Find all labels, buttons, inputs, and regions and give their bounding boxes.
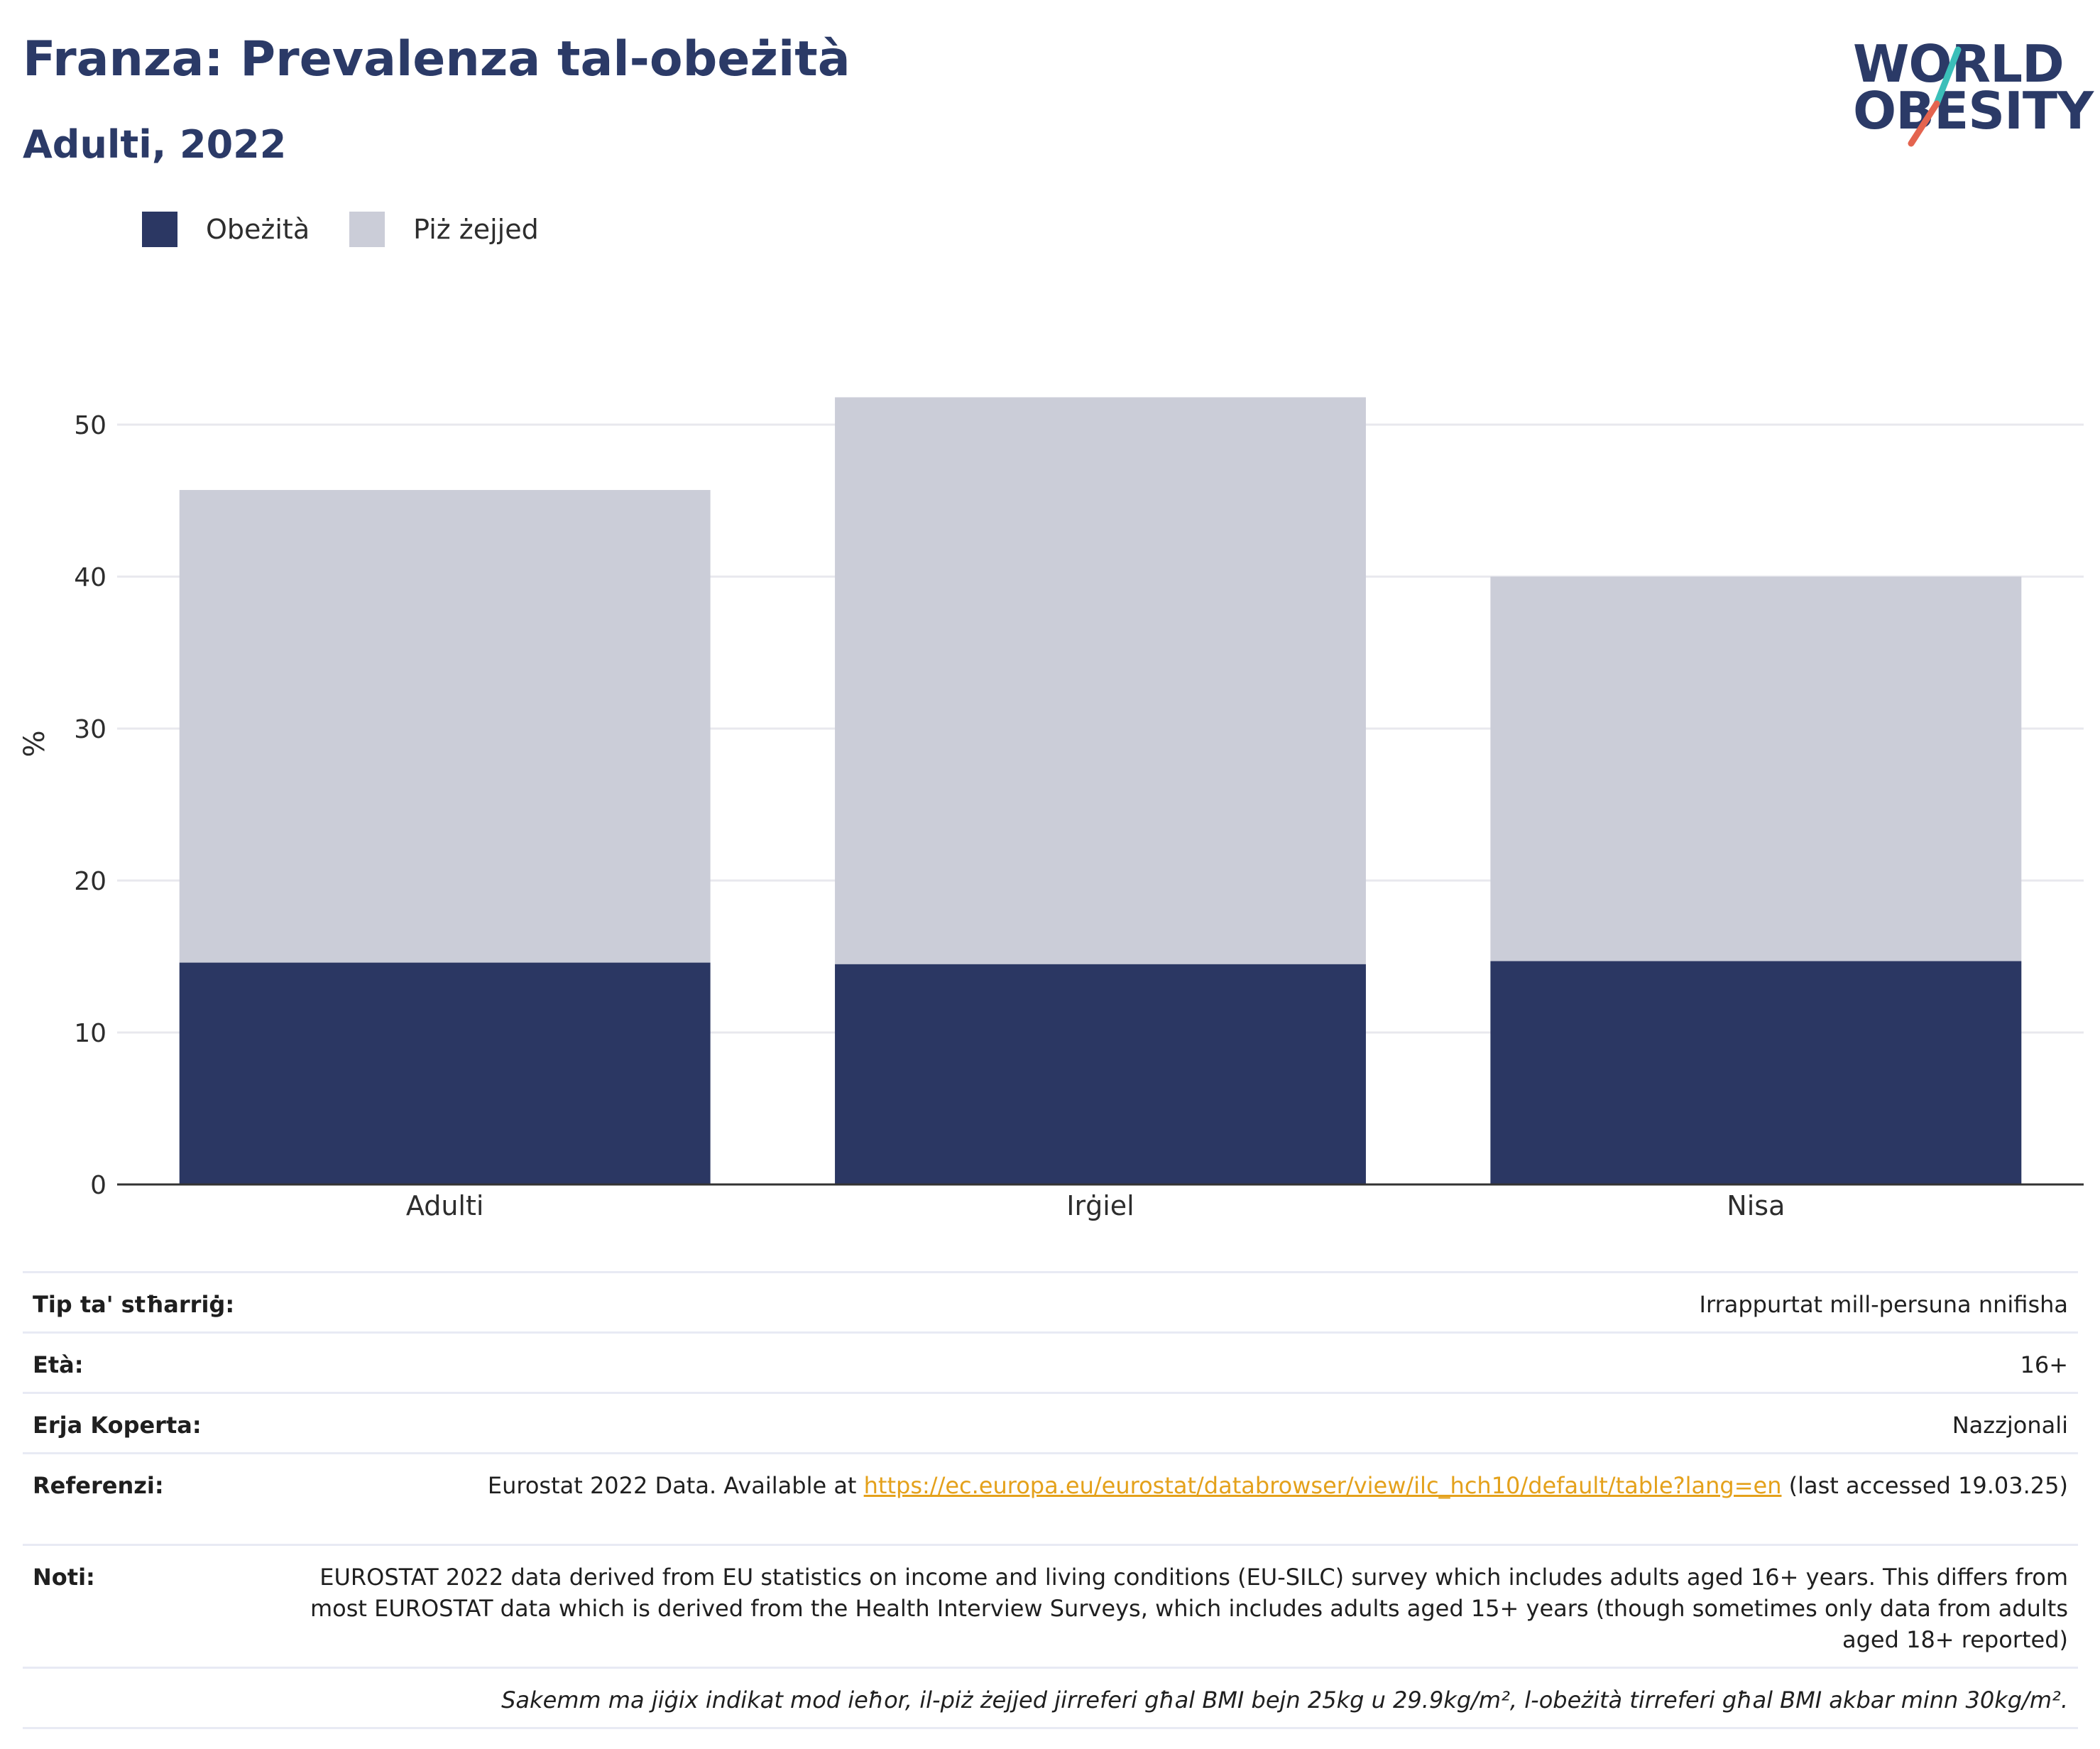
meta-key: Noti: xyxy=(33,1564,95,1591)
bar-overweight xyxy=(179,490,711,963)
meta-key: Referenzi: xyxy=(33,1472,164,1499)
chart-title: Franza: Prevalenza tal-obeżità xyxy=(23,31,851,87)
meta-key-empty xyxy=(33,1684,302,1727)
meta-key: Età: xyxy=(33,1351,84,1378)
logo-line1: WORLD xyxy=(1853,34,2065,94)
meta-key: Erja Koperta: xyxy=(33,1412,202,1439)
meta-row-references: Referenzi: Eurostat 2022 Data. Available… xyxy=(23,1452,2078,1544)
bar-obesity xyxy=(1490,961,2022,1184)
x-tick-label: Adulti xyxy=(406,1190,484,1221)
reference-text: Eurostat 2022 Data. Available at xyxy=(487,1472,864,1499)
bar-obesity xyxy=(835,964,1366,1184)
meta-row-area: Erja Koperta: Nazzjonali xyxy=(23,1392,2078,1452)
meta-row-footnote: Sakemm ma jiġix indikat mod ieħor, il-pi… xyxy=(23,1667,2078,1729)
legend-item-overweight: Piż żejjed xyxy=(349,212,539,247)
y-tick-label: 40 xyxy=(74,563,106,592)
meta-row-notes: Noti: EUROSTAT 2022 data derived from EU… xyxy=(23,1544,2078,1667)
bar-obesity xyxy=(179,962,711,1184)
y-axis-label: % xyxy=(18,730,51,757)
x-tick-label: Irġiel xyxy=(1066,1190,1134,1221)
meta-value: Nazzjonali xyxy=(1952,1412,2068,1439)
legend-label-obesity: Obeżità xyxy=(206,214,310,245)
world-obesity-logo: WORLD OBESITY xyxy=(1853,34,2094,155)
y-tick-label: 10 xyxy=(74,1019,106,1048)
y-tick-label: 50 xyxy=(74,411,106,440)
y-tick-label: 0 xyxy=(90,1171,106,1200)
reference-link[interactable]: https://ec.europa.eu/eurostat/databrowse… xyxy=(863,1472,1782,1499)
x-tick-label: Nisa xyxy=(1727,1190,1785,1221)
y-tick-label: 30 xyxy=(74,715,106,744)
logo-slash-icon xyxy=(1908,46,1962,147)
legend-label-overweight: Piż żejjed xyxy=(413,214,539,245)
legend-swatch-obesity xyxy=(142,212,177,247)
legend-swatch-overweight xyxy=(349,212,385,247)
y-tick-label: 20 xyxy=(74,867,106,896)
bar-overweight xyxy=(835,397,1366,964)
meta-value: Eurostat 2022 Data. Available at https:/… xyxy=(488,1470,2068,1544)
chart-subtitle: Adulti, 2022 xyxy=(23,122,287,167)
bar-chart: 0 10 20 30 40 50 Adulti Irġiel Nisa% xyxy=(18,397,2084,1221)
logo-line2: OBESITY xyxy=(1853,81,2094,141)
meta-value: Irrappurtat mill-persuna nnifisha xyxy=(1699,1291,2068,1318)
legend-item-obesity: Obeżità xyxy=(142,212,310,247)
meta-value: EUROSTAT 2022 data derived from EU stati… xyxy=(310,1564,2068,1653)
footnote: Sakemm ma jiġix indikat mod ieħor, il-pi… xyxy=(501,1687,2068,1713)
meta-key: Tip ta' stħarriġ: xyxy=(33,1291,235,1318)
metadata-table: Tip ta' stħarriġ: Irrappurtat mill-persu… xyxy=(23,1271,2078,1729)
meta-row-survey-type: Tip ta' stħarriġ: Irrappurtat mill-persu… xyxy=(23,1271,2078,1331)
meta-value: 16+ xyxy=(2020,1351,2068,1378)
bar-overweight xyxy=(1490,577,2022,961)
chart-legend: Obeżità Piż żejjed xyxy=(142,212,579,247)
reference-accessed: (last accessed 19.03.25) xyxy=(1781,1472,2068,1499)
meta-row-age: Età: 16+ xyxy=(23,1331,2078,1392)
